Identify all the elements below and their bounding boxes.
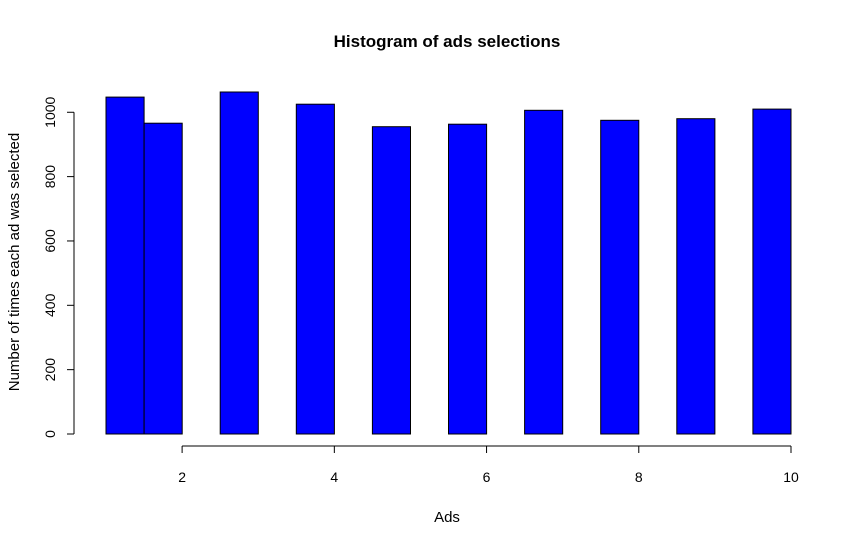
chart-title: Histogram of ads selections: [334, 32, 561, 51]
x-tick-label: 6: [483, 469, 491, 485]
y-tick-label: 400: [42, 293, 58, 317]
histogram-bar-5: [371, 126, 411, 435]
histogram-bar-3: [219, 91, 259, 435]
y-axis: 0 200 400 600 800 1000: [42, 96, 75, 438]
bars-group: [105, 91, 792, 435]
y-tick-label: 200: [42, 358, 58, 382]
histogram-bar-2: [143, 122, 183, 435]
x-tick-label: 10: [783, 469, 799, 485]
histogram-bar-4: [295, 103, 335, 435]
x-tick-label: 4: [330, 469, 338, 485]
y-tick-label: 600: [42, 229, 58, 253]
histogram-bar-9: [676, 118, 716, 435]
y-tick-label: 0: [42, 430, 58, 438]
y-axis-label: Number of times each ad was selected: [6, 133, 23, 391]
x-axis-label: Ads: [434, 509, 460, 526]
x-tick-label: 2: [178, 469, 186, 485]
y-tick-label: 800: [42, 165, 58, 189]
histogram-bar-6: [448, 123, 488, 435]
histogram-bar-7: [524, 109, 564, 435]
histogram-bar-8: [600, 119, 640, 435]
y-tick-label: 1000: [42, 96, 58, 127]
x-axis: 2 4 6 8 10: [178, 445, 799, 485]
histogram-bar-1: [105, 96, 145, 435]
histogram-bar-10: [752, 108, 792, 435]
x-tick-label: 8: [635, 469, 643, 485]
